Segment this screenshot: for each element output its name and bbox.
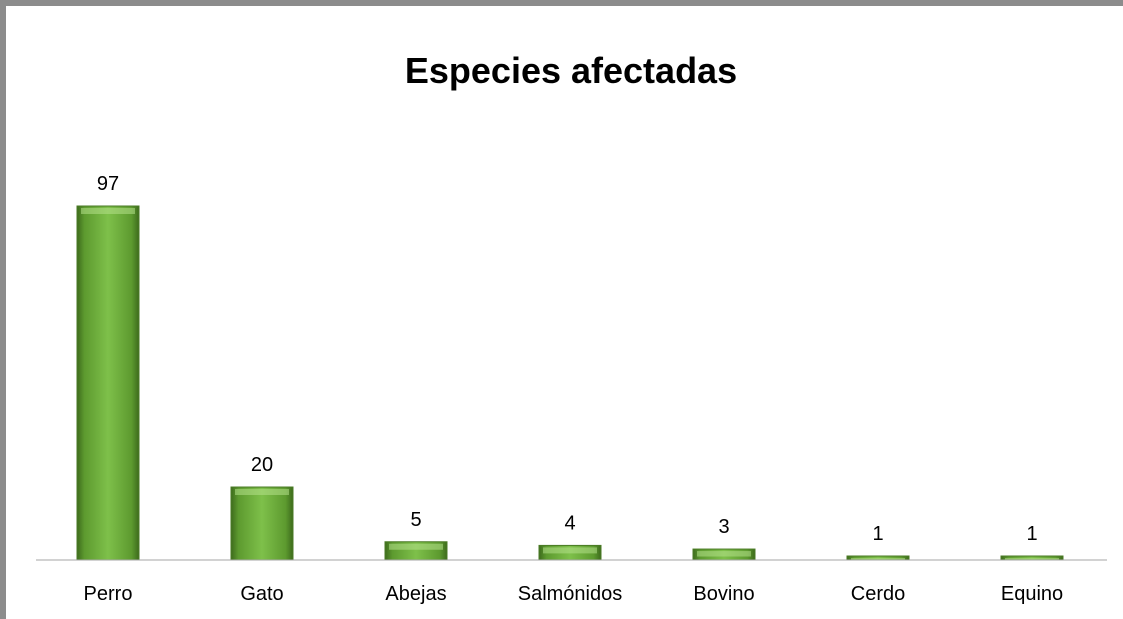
category-label: Salmónidos xyxy=(518,583,623,605)
bar-gato xyxy=(230,486,294,561)
data-label: 1 xyxy=(1026,523,1037,545)
category-label: Abejas xyxy=(385,583,446,605)
category-label: Cerdo xyxy=(851,583,905,605)
bar-highlight xyxy=(543,547,597,554)
category-label: Gato xyxy=(240,583,283,605)
data-label: 20 xyxy=(251,454,273,476)
bar-highlight xyxy=(697,551,751,557)
bar-perro xyxy=(76,205,140,561)
category-labels-group: Perro Gato Abejas Salmónidos Bovino Cerdo Equi… xyxy=(84,583,1064,605)
bars-group xyxy=(76,205,1064,561)
bar-highlight xyxy=(81,208,135,214)
data-label: 97 xyxy=(97,173,119,195)
bar-highlight xyxy=(1005,558,1059,560)
category-label: Perro xyxy=(84,583,133,605)
category-label: Bovino xyxy=(693,583,754,605)
bar-highlight xyxy=(235,489,289,496)
chart-title: Especies afectadas xyxy=(405,50,737,91)
data-label: 1 xyxy=(872,523,883,545)
data-label: 5 xyxy=(410,509,421,531)
data-labels-group: 97 20 5 4 3 1 1 xyxy=(97,173,1038,545)
bar-highlight xyxy=(851,558,905,560)
data-label: 3 xyxy=(718,516,729,538)
data-label: 4 xyxy=(564,512,575,534)
bar-highlight xyxy=(389,543,443,550)
category-label: Equino xyxy=(1001,583,1063,605)
